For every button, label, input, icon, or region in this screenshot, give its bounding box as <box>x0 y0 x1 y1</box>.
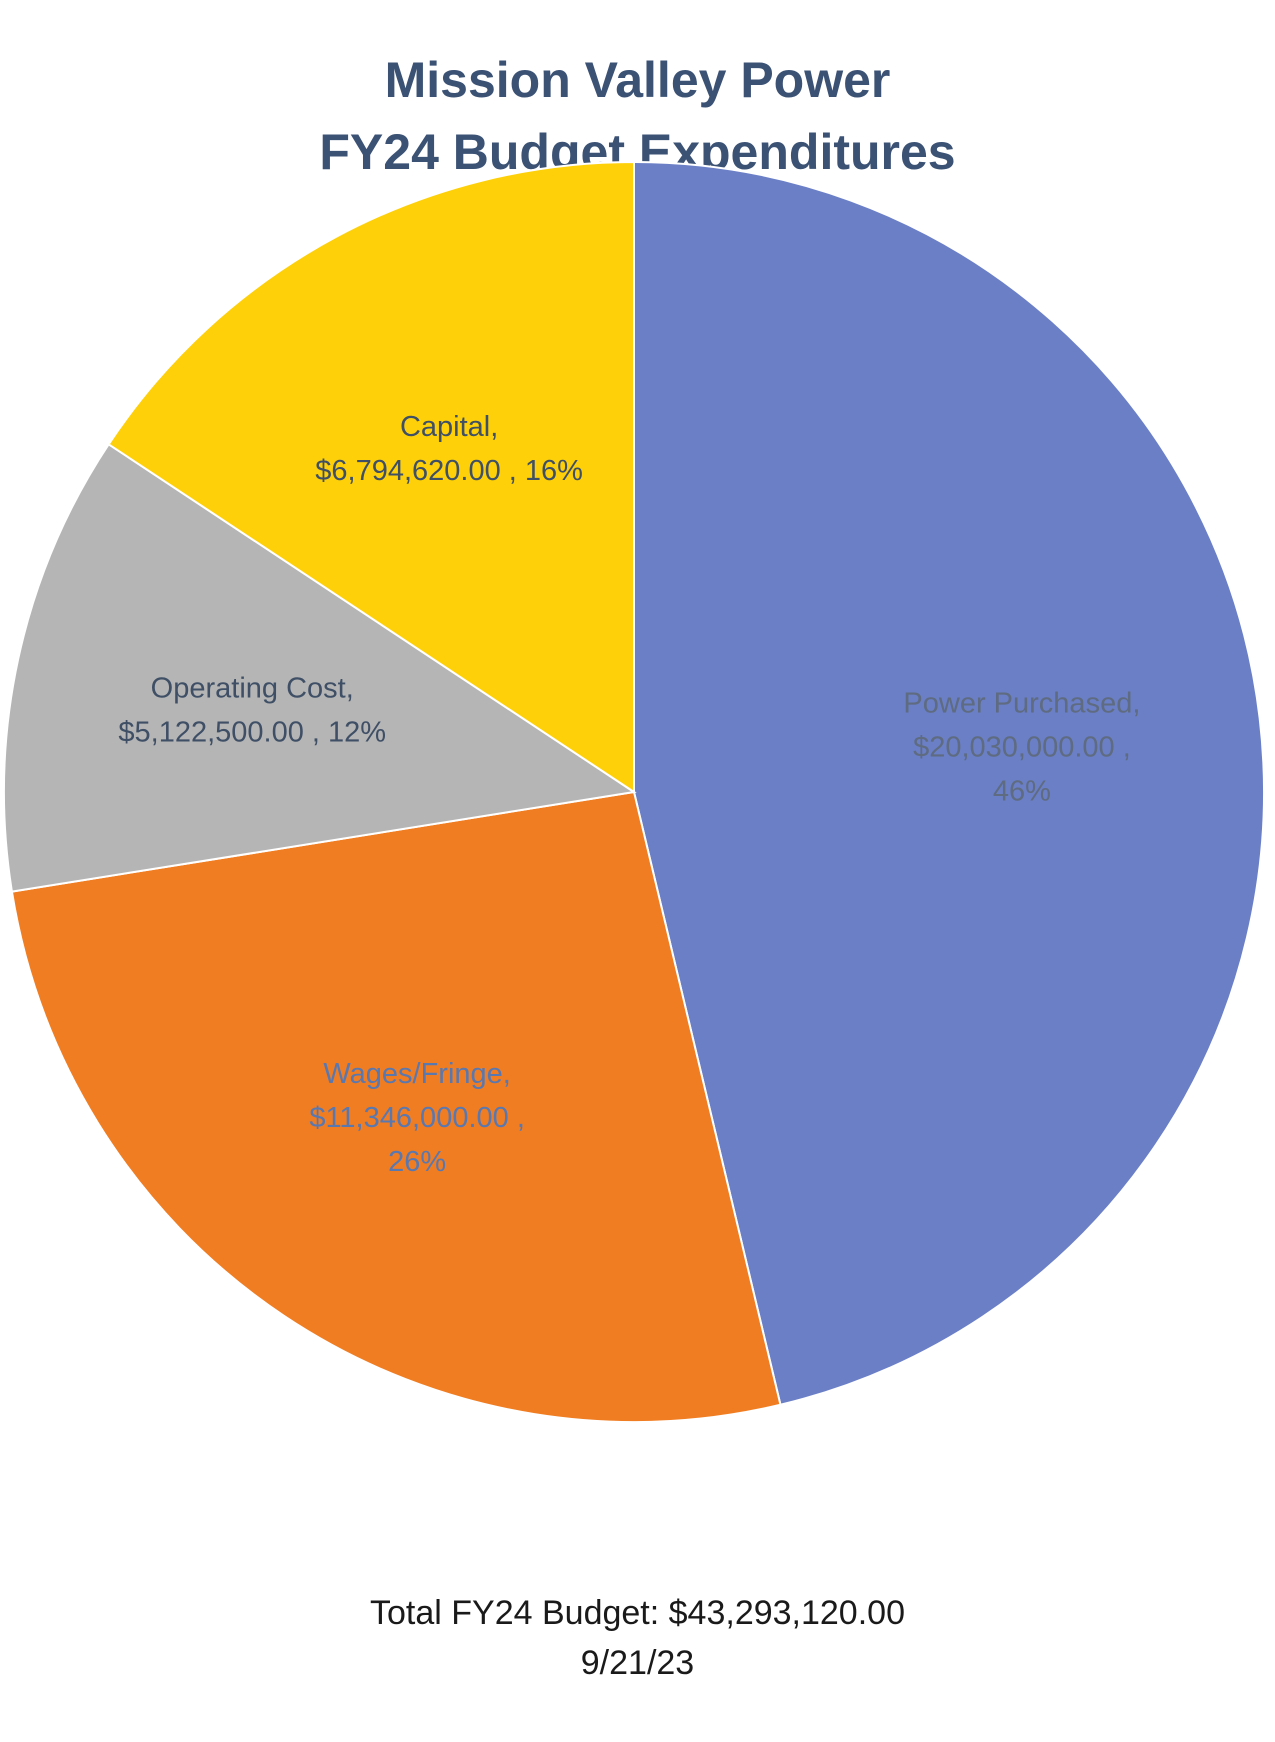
pie-slice-wages-fringe <box>10 790 782 1423</box>
chart-title: Mission Valley Power FY24 Budget Expendi… <box>0 44 1275 188</box>
slice-label-line: $11,346,000.00 , <box>309 1102 525 1134</box>
slice-label-line: 26% <box>388 1146 446 1178</box>
total-budget: Total FY24 Budget: $43,293,120.00 <box>370 1594 905 1632</box>
pie-slice-operating-cost <box>3 442 637 893</box>
slice-label-wages-fringe: Wages/Fringe, $11,346,000.00 , 26% <box>309 1058 525 1178</box>
slice-label-capital: Capital, $6,794,620.00 , 16% <box>315 411 583 487</box>
chart-footer: Total FY24 Budget: $43,293,120.00 9/21/2… <box>0 1588 1275 1688</box>
slice-label-power-purchased: Power Purchased, $20,030,000.00 , 46% <box>903 687 1140 807</box>
slice-label-operating-cost: Operating Cost, $5,122,500.00 , 12% <box>118 672 386 748</box>
slice-label-line: Wages/Fringe, <box>323 1058 511 1090</box>
slice-label-line: Power Purchased, <box>903 687 1140 719</box>
chart-title-line-1: Mission Valley Power <box>384 52 891 108</box>
slice-label-line: $20,030,000.00 , <box>913 731 1131 763</box>
pie-slice-power-purchased <box>633 160 1265 1406</box>
pie-slice-capital <box>107 160 635 794</box>
slice-label-line: Operating Cost, <box>151 672 354 704</box>
slice-label-line: $5,122,500.00 , 12% <box>118 716 386 748</box>
chart-date: 9/21/23 <box>580 1644 695 1682</box>
slice-label-line: Capital, <box>400 411 498 443</box>
slice-label-line: 46% <box>993 775 1051 807</box>
slice-label-line: $6,794,620.00 , 16% <box>315 455 583 487</box>
